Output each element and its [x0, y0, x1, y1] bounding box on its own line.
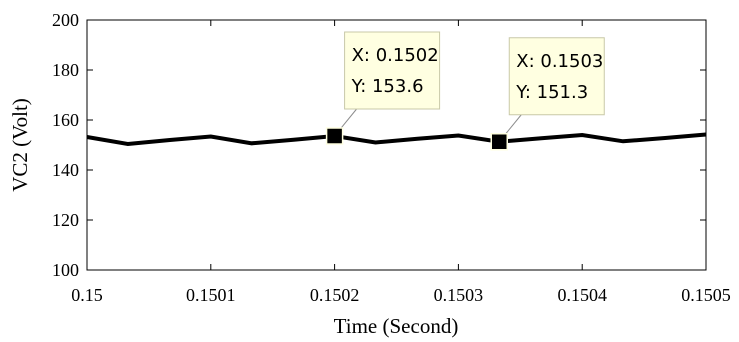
datatip-markers	[325, 127, 509, 151]
y-tick-label: 160	[52, 110, 79, 130]
datatip-marker[interactable]	[490, 133, 509, 151]
y-tick-label: 140	[52, 160, 79, 180]
datatip-x-label: X: 0.1502	[352, 45, 439, 66]
datatip[interactable]: X: 0.1502 Y: 153.6	[344, 31, 441, 110]
y-axis-label: VC2 (Volt)	[8, 98, 32, 192]
datatip-marker[interactable]	[325, 127, 344, 145]
datatip-box	[508, 37, 605, 116]
datatip-box	[344, 31, 441, 110]
datatip-x-label: X: 0.1503	[516, 51, 603, 72]
datatips[interactable]: X: 0.1502 Y: 153.6 X: 0.1503 Y: 151.3	[344, 31, 605, 116]
x-tick-label: 0.15	[71, 285, 103, 305]
x-tick-label: 0.1504	[557, 285, 607, 305]
datatip-y-label: Y: 153.6	[351, 76, 424, 97]
datatip-y-label: Y: 151.3	[515, 82, 588, 103]
x-tick-label: 0.1505	[681, 285, 731, 305]
datatip[interactable]: X: 0.1503 Y: 151.3	[508, 37, 605, 116]
plot-frame	[86, 19, 707, 271]
x-tick-label: 0.1503	[434, 285, 484, 305]
y-tick-label: 120	[52, 210, 79, 230]
y-tick-label: 100	[52, 260, 79, 280]
y-tick-label: 200	[52, 10, 79, 30]
series-line-vc2	[86, 132, 707, 147]
y-tick-labels: 100 120 140 160 180 200	[52, 10, 79, 280]
x-tick-labels: 0.15 0.1501 0.1502 0.1503 0.1504 0.1505	[71, 285, 731, 305]
y-tick-label: 180	[52, 60, 79, 80]
x-tick-label: 0.1501	[186, 285, 236, 305]
x-axis-label: Time (Second)	[334, 314, 459, 338]
x-tick-label: 0.1502	[310, 285, 360, 305]
